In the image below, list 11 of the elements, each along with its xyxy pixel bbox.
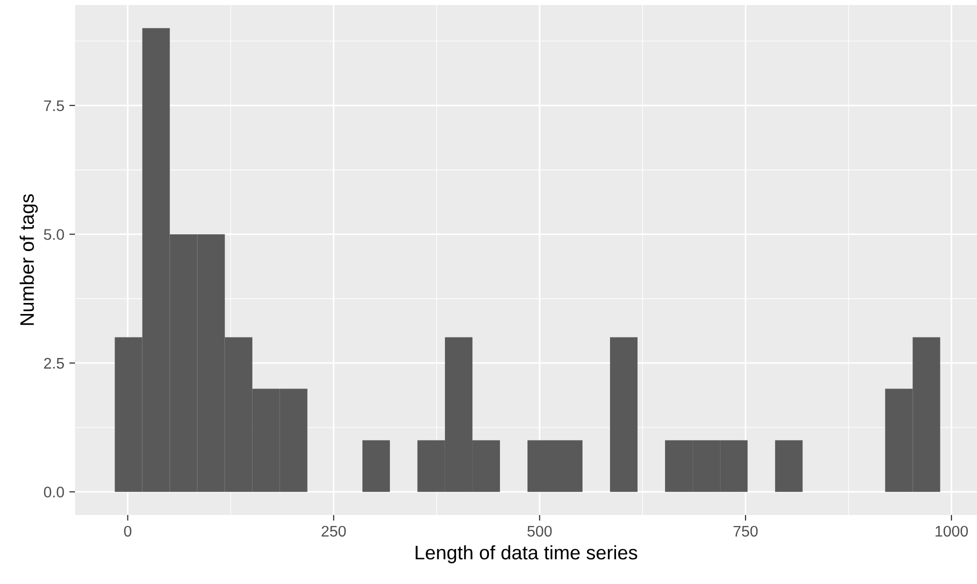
y-tick-label: 5.0 [44,229,64,240]
y-tick-label: 2.5 [44,358,64,369]
y-tick-label: 7.5 [44,100,64,112]
y-axis-title: Number of tags [20,194,38,325]
y-tick-label: 0.0 [44,486,64,498]
x-tick-label: 0 [124,526,132,537]
x-tick-label: 750 [734,526,758,537]
x-tick-label: 250 [322,526,346,537]
x-tick-label: 500 [527,526,552,537]
x-tick-label: 1000 [936,526,968,537]
x-axis-title: Length of data time series [416,545,638,564]
